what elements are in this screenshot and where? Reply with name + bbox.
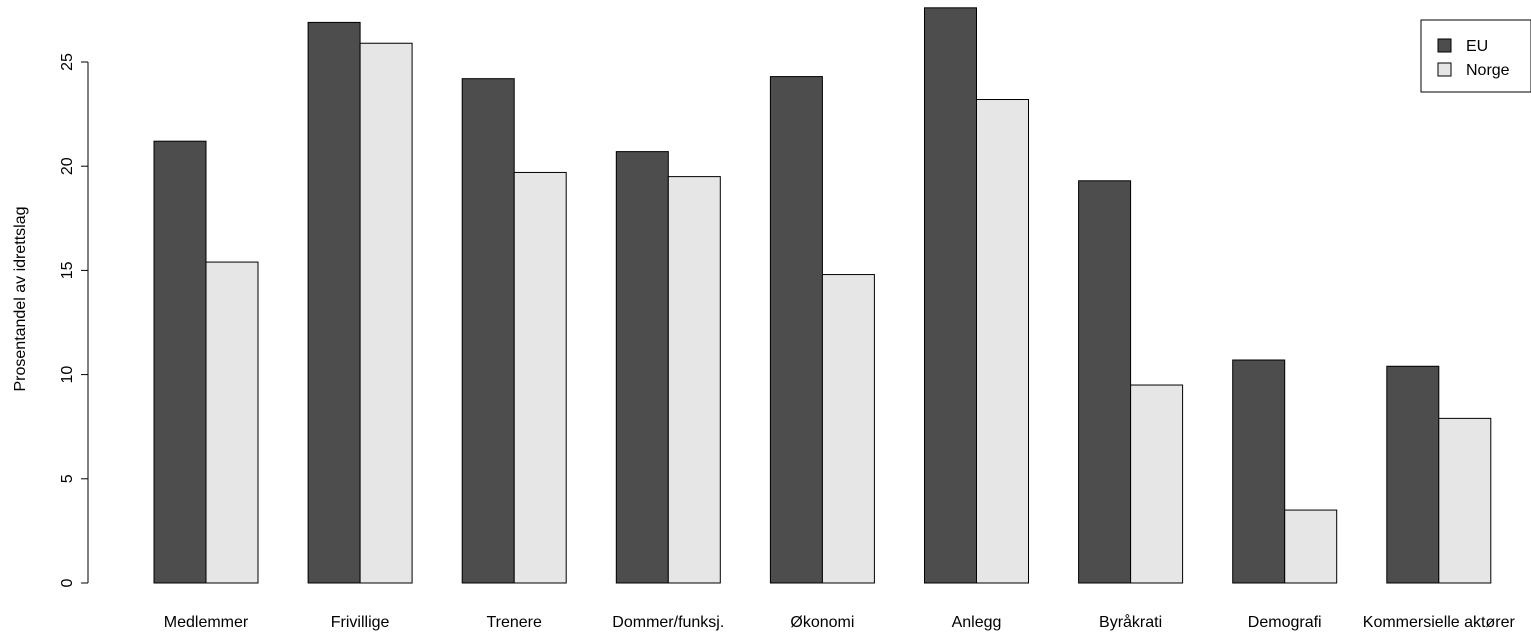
bar-eu	[769, 76, 823, 584]
category-label: Trenere	[486, 614, 542, 631]
category-labels: Medlemmer Frivillige Trenere Dommer/funksj.…	[164, 613, 1516, 631]
bar-norge	[359, 42, 413, 584]
category-label: Økonomi	[790, 614, 854, 631]
legend-label-norge: Norge	[1466, 62, 1510, 79]
bar-eu	[1078, 180, 1132, 584]
bar-eu	[1232, 359, 1286, 584]
legend: EU Norge	[1420, 19, 1531, 93]
bar-norge	[821, 274, 875, 584]
y-tick-label: 5	[59, 474, 76, 483]
category-label: Demografi	[1248, 614, 1322, 631]
y-tick-label: 10	[59, 366, 76, 384]
bar-eu	[1386, 365, 1440, 584]
bar-eu	[461, 78, 515, 584]
bar-norge	[667, 176, 721, 584]
category-label: Anlegg	[952, 614, 1002, 631]
bar-norge	[205, 261, 259, 584]
category-label: Kommersielle aktører	[1363, 614, 1516, 631]
category-label: Dommer/funksj.	[612, 614, 724, 631]
bar-eu	[615, 151, 669, 584]
y-tick-label: 25	[59, 53, 76, 71]
bar-eu	[924, 7, 977, 584]
y-tick-label: 20	[59, 157, 76, 175]
y-axis: 0 5 10 15 20 25	[59, 53, 89, 587]
bars	[153, 7, 1492, 584]
bar-norge	[513, 171, 567, 584]
y-axis-title: Prosentandel av idrettslag	[12, 207, 29, 392]
bar-norge	[976, 99, 1029, 584]
legend-swatch-eu	[1437, 38, 1452, 53]
bar-eu	[307, 21, 361, 584]
bar-norge	[1130, 384, 1184, 584]
legend-swatch-norge	[1437, 62, 1452, 77]
bar-norge	[1438, 417, 1492, 584]
category-label: Frivillige	[331, 614, 390, 631]
category-label: Byråkrati	[1099, 613, 1162, 631]
legend-box	[1420, 19, 1531, 93]
bar-norge	[1284, 509, 1338, 584]
y-tick-label: 0	[59, 578, 76, 587]
y-tick-label: 15	[59, 261, 76, 279]
category-label: Medlemmer	[164, 614, 249, 631]
legend-label-eu: EU	[1466, 38, 1488, 55]
bar-eu	[153, 140, 207, 584]
